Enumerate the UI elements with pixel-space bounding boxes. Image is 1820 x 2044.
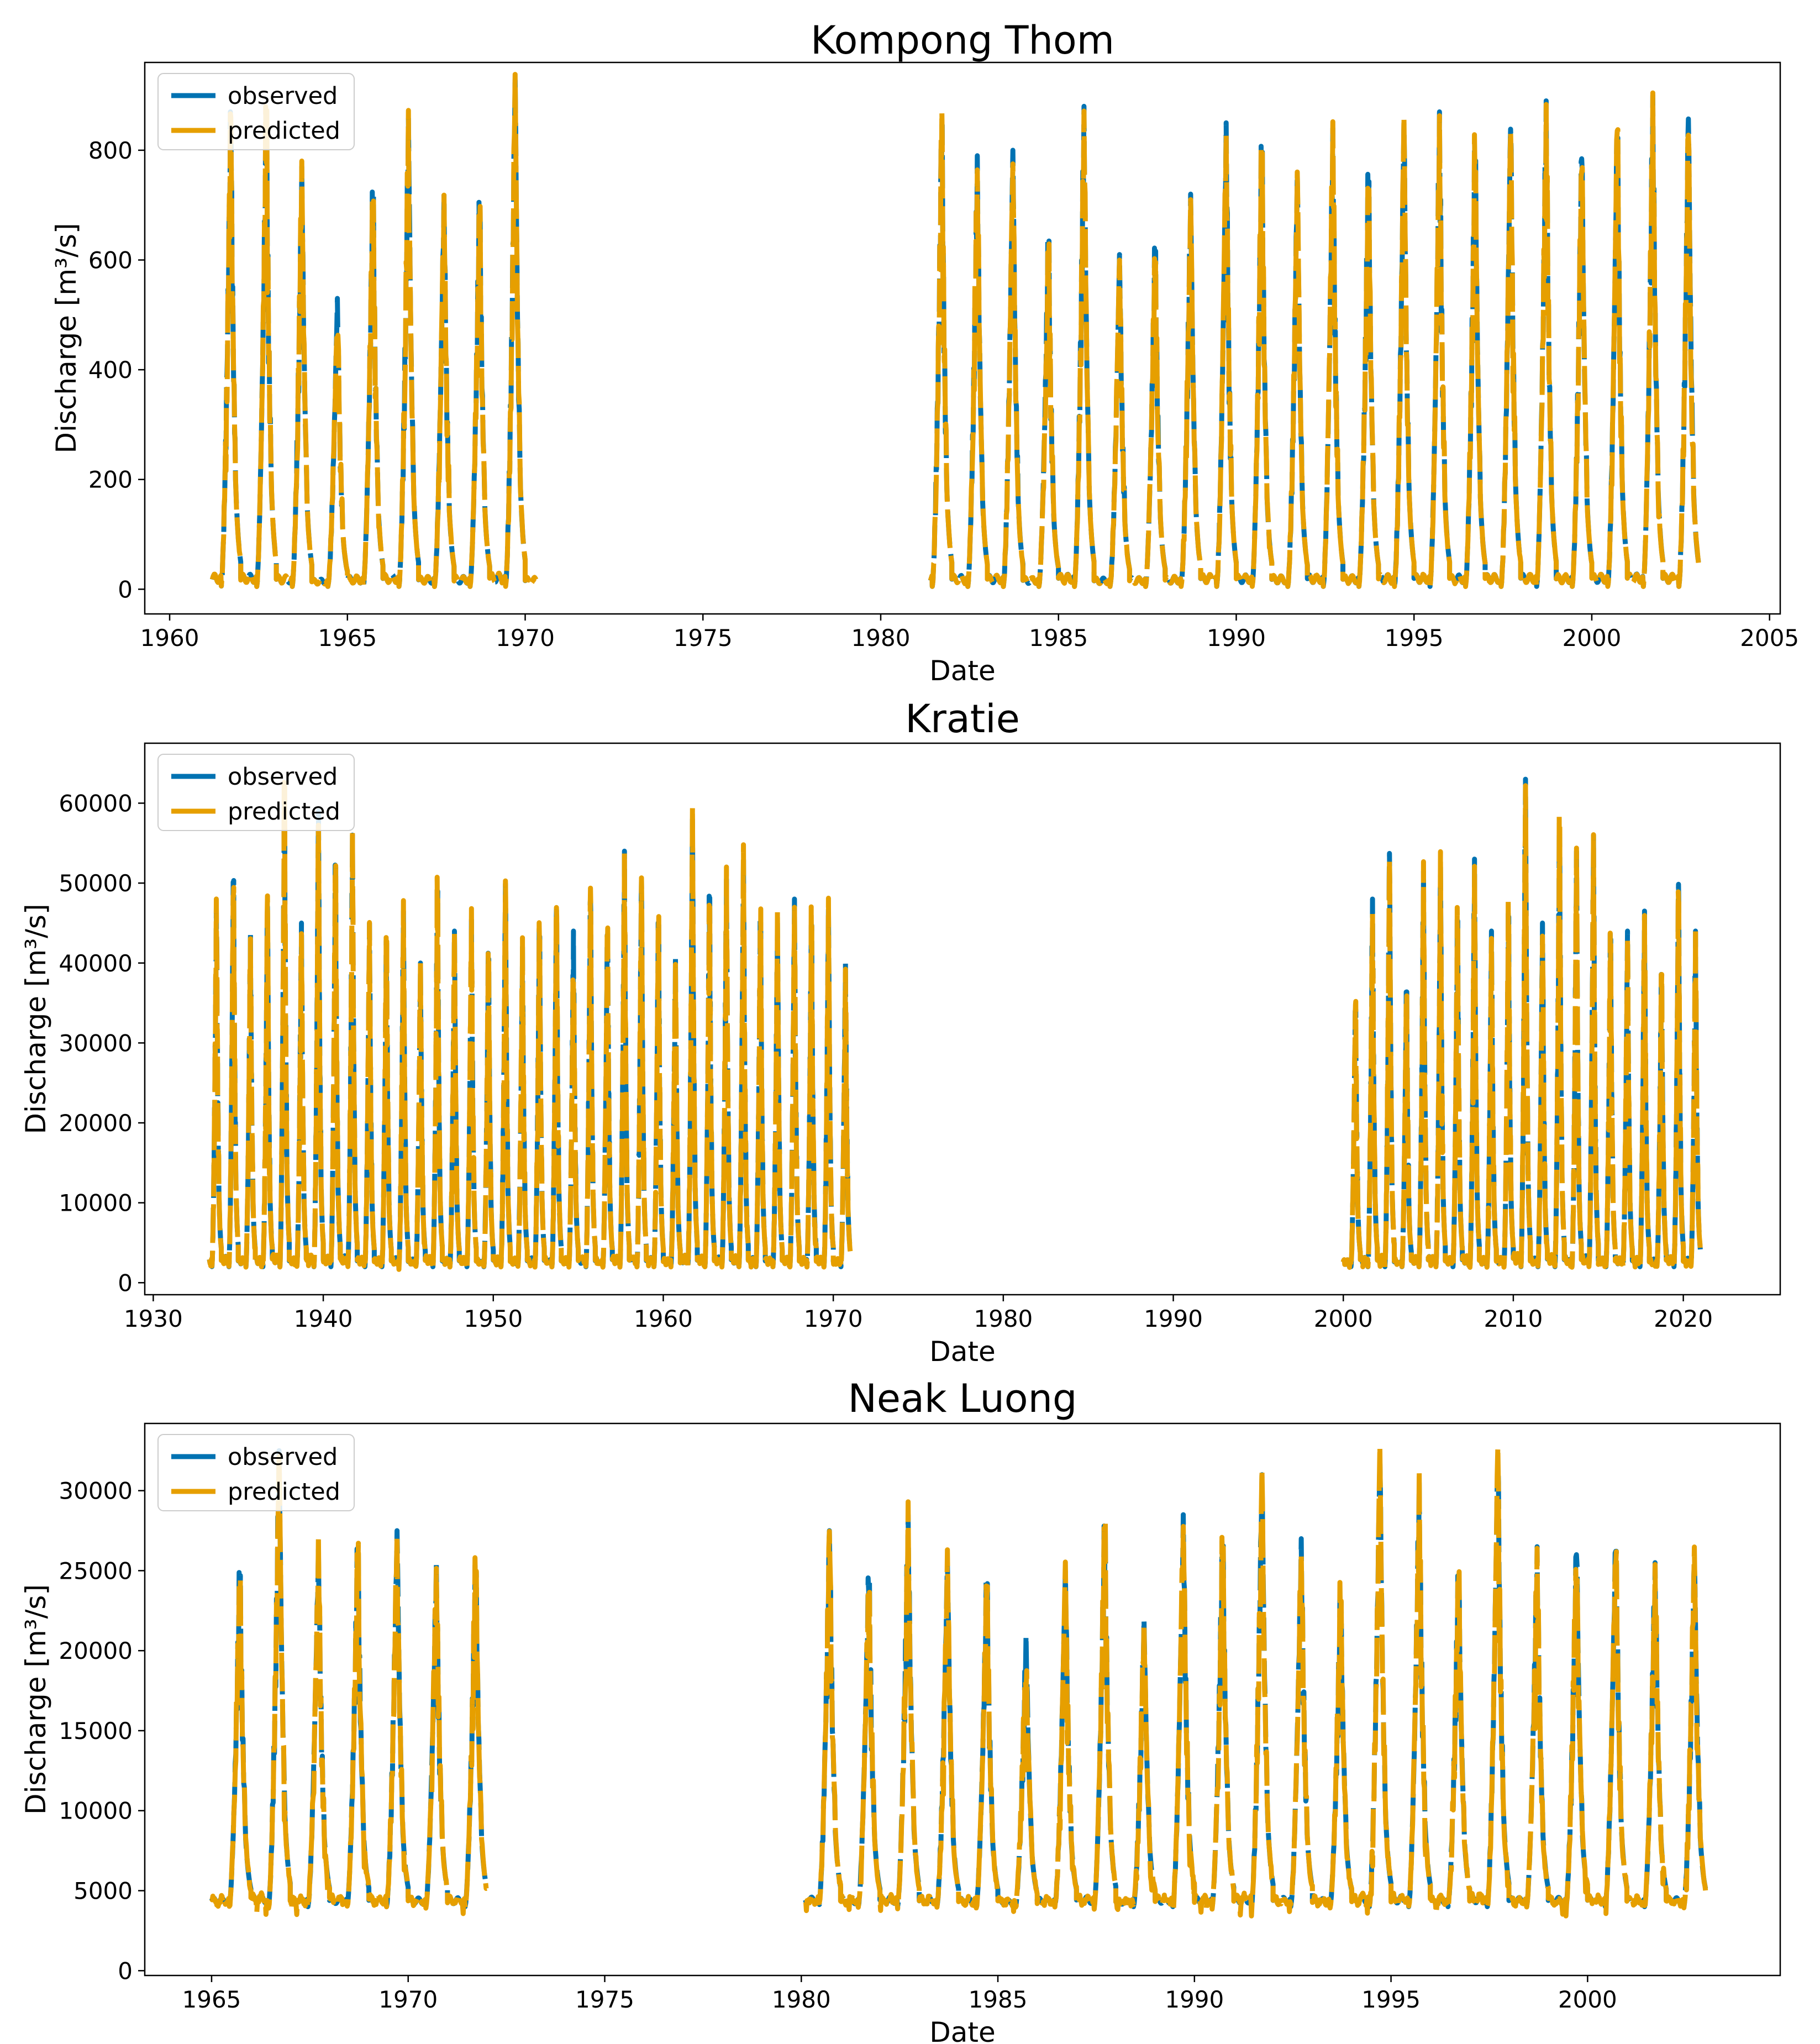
chart-title: Neak Luong	[848, 1376, 1077, 1421]
x-tick-label: 1970	[804, 1305, 863, 1332]
y-tick-label: 200	[88, 466, 133, 493]
y-tick-label: 25000	[59, 1557, 133, 1584]
legend-label-observed: observed	[228, 82, 338, 110]
y-tick-label: 5000	[73, 1878, 133, 1905]
x-tick-label: 1975	[674, 624, 733, 651]
x-tick-label: 2005	[1740, 624, 1799, 651]
x-tick-label: 2000	[1314, 1305, 1373, 1332]
x-tick-label: 1970	[378, 1986, 438, 2013]
y-axis-label: Discharge [m³/s]	[20, 1584, 52, 1815]
plot-area	[209, 1444, 1708, 1919]
x-tick-label: 1930	[124, 1305, 183, 1332]
x-tick-label: 1940	[294, 1305, 353, 1332]
legend-label-observed: observed	[228, 1443, 338, 1471]
x-tick-label: 2010	[1484, 1305, 1543, 1332]
x-tick-label: 1990	[1165, 1986, 1224, 2013]
x-tick-label: 1965	[318, 624, 377, 651]
x-tick-label: 2000	[1558, 1986, 1617, 2013]
y-tick-label: 15000	[59, 1717, 133, 1745]
x-tick-label: 1990	[1207, 624, 1266, 651]
x-tick-label: 2000	[1563, 624, 1622, 651]
chart-panel-kompong-thom: Kompong Thom 1960 1965 1970 1975 1980 1985 1990…	[50, 18, 1799, 687]
y-tick-label: 20000	[59, 1110, 133, 1137]
x-tick-label: 2020	[1654, 1305, 1713, 1332]
x-tick-label: 1965	[182, 1986, 241, 2013]
legend-label-predicted: predicted	[228, 798, 340, 826]
y-tick-label: 10000	[59, 1798, 133, 1825]
legend: observed predicted	[157, 1434, 355, 1511]
y-tick-label: 60000	[59, 790, 133, 817]
legend-label-observed: observed	[228, 763, 338, 791]
series-predicted-line	[209, 1444, 1708, 1919]
plot-area	[207, 776, 1703, 1272]
x-tick-label: 1950	[464, 1305, 523, 1332]
x-axis-label: Date	[929, 655, 996, 687]
y-tick-label: 40000	[59, 950, 133, 977]
x-tick-label: 1980	[772, 1986, 831, 2013]
x-tick-label: 1960	[634, 1305, 693, 1332]
series-predicted-line	[209, 72, 1701, 589]
y-tick-label: 0	[118, 1269, 133, 1296]
plot-area	[209, 72, 1701, 589]
chart-title: Kompong Thom	[811, 18, 1114, 63]
axes-frame	[144, 742, 1781, 1296]
y-tick-label: 20000	[59, 1637, 133, 1664]
axes-frame	[144, 1422, 1781, 1977]
legend-label-predicted: predicted	[228, 117, 340, 145]
x-tick-label: 1995	[1385, 624, 1444, 651]
x-tick-label: 1990	[1144, 1305, 1203, 1332]
y-tick-label: 10000	[59, 1190, 133, 1217]
legend-label-predicted: predicted	[228, 1478, 340, 1506]
y-axis-label: Discharge [m³/s]	[20, 904, 52, 1134]
x-tick-label: 1980	[851, 624, 911, 651]
y-axis-label: Discharge [m³/s]	[50, 223, 82, 454]
y-tick-label: 400	[88, 356, 133, 383]
x-tick-label: 1985	[969, 1986, 1028, 2013]
axes-frame	[144, 61, 1781, 615]
x-tick-label: 1970	[496, 624, 555, 651]
chart-panel-neak-luong: Neak Luong 1965 1970 1975 1980 1985 1990 1995 20…	[20, 1376, 1781, 2044]
y-tick-label: 600	[88, 246, 133, 274]
x-tick-label: 1995	[1361, 1986, 1421, 2013]
x-axis-label: Date	[929, 2016, 996, 2044]
series-predicted-line	[207, 780, 1703, 1272]
x-tick-label: 1980	[974, 1305, 1033, 1332]
x-axis-label: Date	[929, 1336, 996, 1368]
legend: observed predicted	[157, 73, 355, 150]
x-tick-label: 1985	[1029, 624, 1088, 651]
y-tick-label: 30000	[59, 1029, 133, 1057]
y-tick-label: 0	[118, 576, 133, 603]
x-tick-label: 1960	[140, 624, 199, 651]
chart-panel-kratie: Kratie 1930 1940 1950 1960 1970 1980 1990 2000 20…	[20, 696, 1781, 1368]
y-tick-label: 0	[118, 1957, 133, 1984]
legend: observed predicted	[157, 754, 355, 831]
chart-title: Kratie	[905, 696, 1020, 742]
y-tick-label: 800	[88, 137, 133, 164]
x-tick-label: 1975	[575, 1986, 634, 2013]
y-tick-label: 30000	[59, 1478, 133, 1505]
y-tick-label: 50000	[59, 870, 133, 897]
